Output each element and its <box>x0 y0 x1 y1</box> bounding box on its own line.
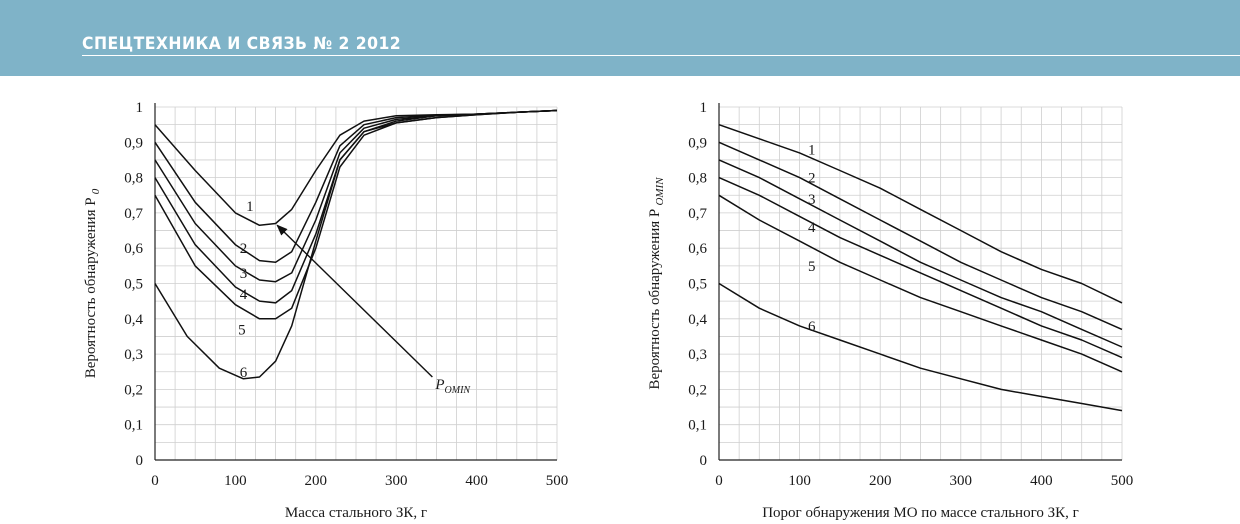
y-tick-label: 0,1 <box>688 418 707 434</box>
y-tick-label: 0,8 <box>688 171 707 187</box>
series-label-2: 2 <box>808 171 816 187</box>
y-tick-label: 0 <box>700 453 708 469</box>
header-banner: СПЕЦТЕХНИКА И СВЯЗЬ № 2 2012 <box>0 0 1240 76</box>
x-tick-label: 400 <box>465 473 488 489</box>
y-tick-label: 1 <box>136 100 144 116</box>
chart-threshold-detection: 0 100 200 300 400 500 0 0,1 0,2 0,3 0,4 0,5 0,6 0,7 0,… <box>647 100 1134 521</box>
y-tick-label: 0,7 <box>124 206 143 222</box>
y-axis-label-subscript: OMIN <box>654 177 666 206</box>
y-tick-label: 0,6 <box>688 241 707 257</box>
annotation-subscript: OMIN <box>445 385 472 396</box>
series-line-2 <box>718 141 1123 331</box>
y-tick-label: 0,1 <box>124 418 143 434</box>
annotation-arrow <box>276 224 433 378</box>
y-tick-label: 0,2 <box>124 382 143 398</box>
y-tick-label: 0,3 <box>124 347 143 363</box>
series-line-3 <box>718 159 1123 348</box>
y-tick-label: 0,9 <box>688 135 707 151</box>
y-tick-label: 0,4 <box>688 312 707 328</box>
header-rule <box>82 55 1240 56</box>
x-tick-label: 500 <box>546 473 569 489</box>
x-tick-label: 400 <box>1030 473 1053 489</box>
y-tick-label: 0,6 <box>124 241 143 257</box>
x-tick-label: 500 <box>1111 473 1134 489</box>
series-label-5: 5 <box>238 322 246 338</box>
series-line-6 <box>154 109 558 380</box>
y-tick-label: 0,4 <box>124 312 143 328</box>
series-label-1: 1 <box>808 142 816 158</box>
series-line-5 <box>718 194 1123 373</box>
series-label-2: 2 <box>240 241 248 257</box>
x-axis-label: Масса стального ЗК, г <box>285 505 427 521</box>
y-axis-label-subscript: 0 <box>90 188 102 194</box>
series-label-3: 3 <box>808 192 816 208</box>
series-line-4 <box>154 109 558 304</box>
y-axis-label: Вероятность обнаружения P OMIN <box>647 177 666 390</box>
series-line-4 <box>718 176 1123 359</box>
series-label-6: 6 <box>240 365 248 381</box>
y-axis-label: Вероятность обнаружения P 0 <box>83 188 102 378</box>
x-tick-label: 200 <box>869 473 892 489</box>
y-tick-label: 0,9 <box>124 135 143 151</box>
x-axis-label: Порог обнаружения МО по массе стального … <box>762 505 1079 521</box>
y-tick-label: 1 <box>700 100 708 116</box>
y-tick-label: 0,5 <box>688 277 707 293</box>
x-tick-label: 100 <box>224 473 247 489</box>
chart-mass-detection: 0 100 200 300 400 500 0 0,1 0,2 0,3 0,4 0,5 0,6 0,7 0,… <box>83 100 569 521</box>
series-line-1 <box>718 123 1123 304</box>
x-tick-label: 200 <box>305 473 328 489</box>
y-tick-label: 0 <box>136 453 144 469</box>
series-label-3: 3 <box>240 266 248 282</box>
series-line-6 <box>718 282 1123 412</box>
annotation-label: POMIN <box>434 377 471 396</box>
y-tick-label: 0,7 <box>688 206 707 222</box>
y-tick-label: 0,8 <box>124 171 143 187</box>
series-label-5: 5 <box>808 259 816 275</box>
journal-title: СПЕЦТЕХНИКА И СВЯЗЬ № 2 2012 <box>82 34 402 54</box>
y-tick-label: 0,2 <box>688 382 707 398</box>
x-tick-label: 300 <box>385 473 408 489</box>
series-label-1: 1 <box>246 199 254 215</box>
x-tick-label: 100 <box>788 473 811 489</box>
series-label-4: 4 <box>808 220 816 236</box>
x-tick-label: 0 <box>715 473 723 489</box>
series-label-6: 6 <box>808 319 816 335</box>
x-tick-label: 0 <box>151 473 159 489</box>
y-tick-label: 0,5 <box>124 277 143 293</box>
x-tick-label: 300 <box>950 473 973 489</box>
series-label-4: 4 <box>240 287 248 303</box>
y-tick-label: 0,3 <box>688 347 707 363</box>
